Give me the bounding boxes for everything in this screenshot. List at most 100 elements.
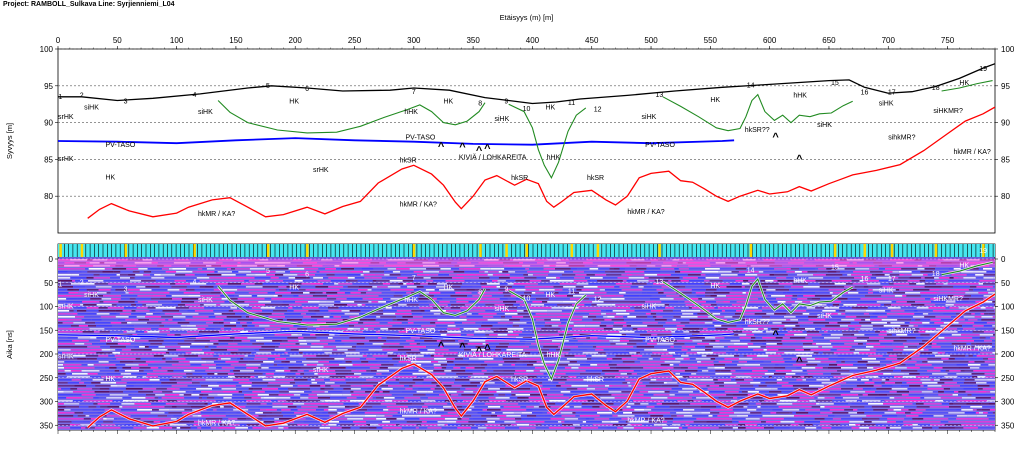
- reflection-streak: [977, 385, 990, 387]
- reflection-streak: [272, 340, 282, 342]
- reflection-streak: [767, 370, 776, 372]
- reflection-streak: [291, 334, 298, 336]
- reflection-streak: [177, 304, 185, 306]
- reflection-streak: [515, 352, 520, 354]
- reflection-streak: [169, 292, 184, 294]
- reflection-streak: [540, 391, 545, 393]
- reflection-streak: [340, 301, 355, 303]
- reflection-streak: [362, 298, 369, 300]
- reflection-streak: [555, 295, 567, 297]
- reflection-streak: [577, 325, 586, 327]
- reflection-streak: [380, 331, 389, 333]
- reflection-streak: [406, 304, 419, 306]
- reflection-streak: [587, 358, 592, 360]
- reflection-streak: [256, 352, 272, 354]
- reflection-streak: [116, 367, 123, 369]
- reflection-streak: [636, 268, 647, 270]
- reflection-streak: [663, 310, 673, 312]
- reflection-streak: [949, 307, 959, 309]
- reflection-streak: [715, 373, 732, 375]
- reflection-streak: [787, 331, 803, 333]
- reflection-streak: [311, 343, 328, 345]
- reflection-streak: [251, 382, 269, 384]
- reflection-streak: [58, 295, 69, 297]
- reflection-streak: [878, 376, 894, 378]
- reflection-streak: [682, 313, 694, 315]
- reflection-streak: [77, 298, 91, 300]
- reflection-streak: [136, 316, 146, 318]
- reflection-streak: [342, 322, 359, 324]
- reflection-streak: [814, 397, 818, 399]
- reflection-streak: [591, 280, 598, 282]
- reflection-streak: [744, 277, 756, 279]
- reflection-streak: [977, 388, 983, 390]
- reflection-streak: [805, 328, 815, 330]
- x-tick-label: 450: [585, 36, 599, 45]
- reflection-streak: [763, 349, 767, 351]
- reflection-streak: [853, 355, 863, 357]
- reflection-streak: [511, 394, 516, 396]
- reflection-streak: [223, 319, 231, 321]
- reflection-streak: [719, 388, 726, 390]
- reflection-streak: [78, 331, 83, 333]
- reflection-streak: [824, 331, 828, 333]
- reflection-streak: [489, 334, 498, 336]
- reflection-streak: [199, 382, 211, 384]
- reflection-streak: [58, 358, 74, 360]
- reflection-streak: [176, 400, 194, 402]
- reflection-streak: [562, 301, 577, 303]
- reflection-streak: [389, 391, 402, 393]
- reflection-streak: [186, 376, 203, 378]
- reflection-streak: [524, 286, 538, 288]
- reflection-streak: [586, 361, 603, 363]
- reflection-streak: [784, 352, 801, 354]
- reflection-streak: [130, 343, 143, 345]
- reflection-streak: [590, 364, 598, 366]
- reflection-streak: [943, 283, 948, 285]
- reflection-streak: [809, 385, 824, 387]
- reflection-streak: [316, 367, 320, 369]
- reflection-streak: [821, 382, 835, 384]
- reflection-streak: [595, 388, 599, 390]
- reflection-streak: [697, 316, 708, 318]
- reflection-streak: [948, 280, 964, 282]
- reflection-streak: [142, 388, 157, 390]
- stone-marker: ^: [772, 131, 779, 143]
- reflection-streak: [106, 373, 121, 375]
- reflection-streak: [272, 337, 288, 339]
- reflection-streak: [456, 298, 468, 300]
- reflection-streak: [215, 283, 224, 285]
- reflection-streak: [238, 361, 249, 363]
- reflection-streak: [803, 349, 811, 351]
- reflection-streak: [369, 271, 384, 273]
- reflection-streak: [885, 346, 896, 348]
- reflection-streak: [579, 292, 595, 294]
- reflection-streak: [697, 370, 702, 372]
- reflection-streak: [109, 358, 113, 360]
- stone-marker: ^: [796, 153, 803, 165]
- reflection-streak: [373, 268, 388, 270]
- reflection-streak: [398, 394, 414, 396]
- reflection-streak: [488, 397, 496, 399]
- reflection-streak: [753, 343, 763, 345]
- reflection-streak: [290, 292, 303, 294]
- reflection-streak: [721, 379, 731, 381]
- reflection-streak: [705, 292, 714, 294]
- reflection-streak: [873, 385, 882, 387]
- annotation-label: HK: [545, 104, 555, 111]
- reflection-streak: [93, 364, 102, 366]
- reflection-streak: [573, 322, 590, 324]
- reflection-streak: [85, 355, 99, 357]
- reflection-streak: [385, 307, 392, 309]
- reflection-streak: [436, 340, 441, 342]
- reflection-streak: [168, 319, 173, 321]
- reflection-streak: [82, 301, 97, 303]
- reflection-streak: [58, 304, 63, 306]
- reflection-streak: [945, 352, 951, 354]
- reflection-streak: [713, 379, 718, 381]
- reflection-streak: [610, 271, 625, 273]
- reflection-streak: [989, 313, 995, 315]
- reflection-streak: [197, 268, 203, 270]
- station-label: 3: [124, 98, 128, 105]
